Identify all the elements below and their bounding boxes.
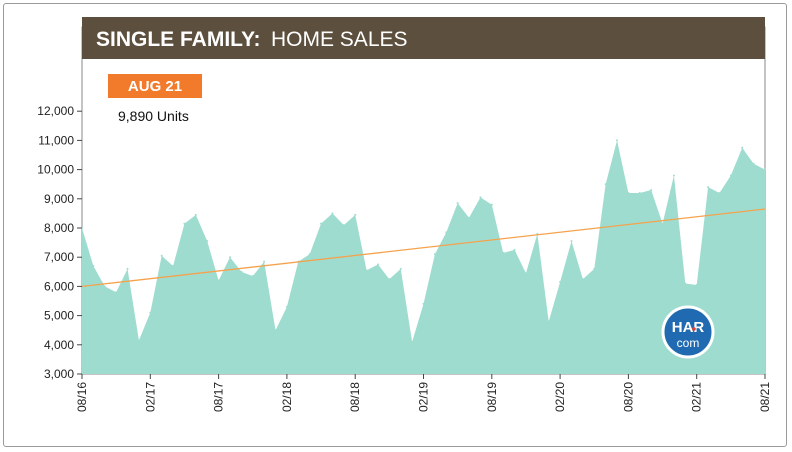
data-point — [331, 212, 334, 215]
chart-title: SINGLE FAMILY: HOME SALES — [96, 28, 408, 51]
data-point — [354, 213, 357, 216]
data-point — [638, 191, 641, 194]
home-sales-area — [82, 140, 765, 374]
data-point — [718, 191, 721, 194]
date-badge-label: AUG 21 — [128, 78, 182, 95]
data-point — [547, 320, 550, 323]
data-point — [376, 263, 379, 266]
data-point — [411, 340, 414, 343]
x-tick-label: 02/19 — [417, 382, 431, 412]
data-point — [752, 162, 755, 165]
data-point — [228, 256, 231, 259]
data-point — [741, 146, 744, 149]
data-point — [92, 264, 95, 267]
y-tick-label: 4,000 — [44, 338, 74, 352]
data-point — [570, 240, 573, 243]
data-point — [604, 183, 607, 186]
y-tick-label: 8,000 — [44, 221, 74, 235]
data-point — [217, 279, 220, 282]
data-point — [172, 264, 175, 267]
data-point — [616, 139, 619, 142]
y-tick-label: 7,000 — [44, 250, 74, 264]
x-tick-label: 02/17 — [143, 382, 157, 412]
data-point — [627, 191, 630, 194]
data-point — [388, 278, 391, 281]
logo-com: com — [677, 336, 700, 350]
data-point — [513, 248, 516, 251]
y-tick-label: 9,000 — [44, 192, 74, 206]
data-point — [524, 272, 527, 275]
logo-dot — [692, 327, 696, 331]
data-point — [559, 281, 562, 284]
data-point — [342, 224, 345, 227]
data-point — [240, 270, 243, 273]
y-tick-label: 12,000 — [37, 104, 74, 118]
y-tick-label: 6,000 — [44, 279, 74, 293]
data-point — [285, 305, 288, 308]
data-point — [308, 253, 311, 256]
title-light: HOME SALES — [271, 28, 408, 51]
title-bold: SINGLE FAMILY: — [96, 28, 261, 51]
units-value: 9,890 Units — [118, 108, 189, 124]
data-point — [479, 196, 482, 199]
data-point — [433, 253, 436, 256]
x-tick-label: 08/16 — [75, 382, 89, 412]
data-point — [729, 174, 732, 177]
y-tick-label: 3,000 — [44, 367, 74, 381]
y-tick-label: 11,000 — [38, 133, 74, 147]
x-tick-label: 08/17 — [212, 382, 226, 412]
data-point — [206, 240, 209, 243]
x-tick-label: 08/18 — [348, 382, 362, 412]
data-point — [115, 291, 118, 294]
data-point — [365, 269, 368, 272]
x-tick-label: 08/19 — [485, 382, 499, 412]
data-point — [274, 329, 277, 332]
data-point — [183, 222, 186, 225]
data-point — [399, 267, 402, 270]
logo-circle — [661, 305, 715, 359]
header-band — [82, 17, 765, 59]
logo-har: HAR — [672, 319, 705, 336]
data-point — [672, 174, 675, 177]
data-point — [422, 302, 425, 305]
x-tick-label: 02/20 — [553, 382, 567, 412]
x-tick-label: 08/21 — [758, 382, 772, 412]
data-point — [661, 222, 664, 225]
y-tick-label: 5,000 — [44, 309, 74, 323]
x-tick-label: 02/21 — [690, 382, 704, 412]
data-point — [764, 168, 766, 171]
data-point — [320, 222, 323, 225]
data-point — [103, 285, 106, 288]
data-point — [456, 202, 459, 205]
data-point — [490, 203, 493, 206]
data-point — [468, 216, 471, 219]
data-point — [581, 278, 584, 281]
har-logo: HAR com — [661, 305, 715, 359]
data-point — [263, 260, 266, 263]
data-point — [194, 213, 197, 216]
data-point — [593, 267, 596, 270]
date-badge — [108, 74, 202, 98]
x-tick-label: 02/18 — [280, 382, 294, 412]
x-tick-label: 08/20 — [621, 382, 635, 412]
data-point — [445, 231, 448, 234]
data-point — [137, 339, 140, 342]
data-point — [160, 254, 163, 257]
data-point — [149, 311, 152, 314]
data-point — [650, 189, 653, 192]
data-point — [126, 267, 129, 270]
data-point — [695, 283, 698, 286]
y-tick-label: 10,000 — [37, 163, 74, 177]
data-point — [684, 282, 687, 285]
data-point — [502, 251, 505, 254]
trend-line — [81, 208, 766, 288]
data-point — [707, 186, 710, 189]
trend-layer — [81, 208, 766, 288]
axis-layer: 3,000 4,000 5,000 6,000 7,000 8,000 9,000 10,00… — [37, 104, 772, 412]
data-point — [251, 275, 254, 278]
